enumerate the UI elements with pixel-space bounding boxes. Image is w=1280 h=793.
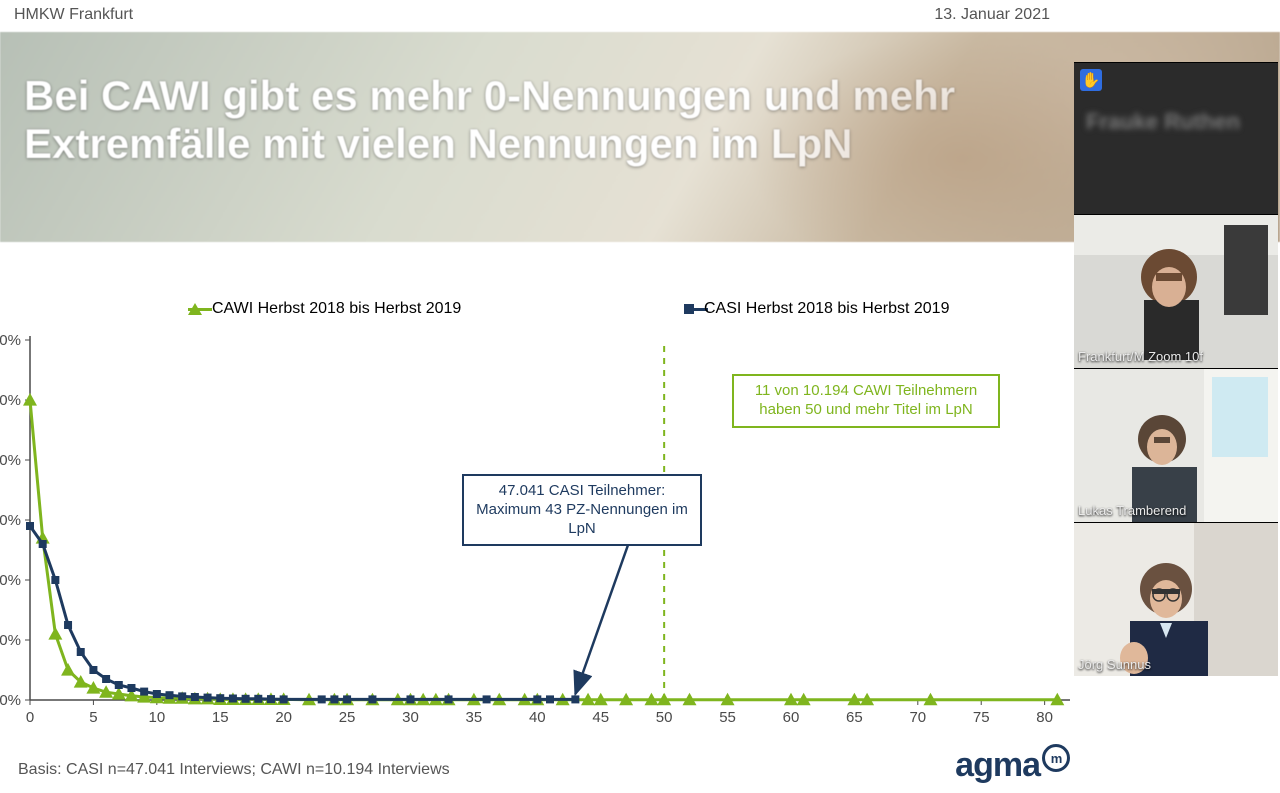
video-sidebar: ✋ Frauke Ruthen Frankfurt/M Zoom 10f [1074,62,1278,676]
svg-text:20%: 20% [0,572,21,589]
participant-video-thumb [1074,215,1278,368]
participant-name-hidden: Frauke Ruthen [1086,109,1240,135]
participant-video-thumb [1074,523,1278,676]
participant-tile[interactable]: Jörg Sunnus [1074,522,1278,676]
svg-text:0: 0 [26,709,34,726]
svg-text:80: 80 [1036,709,1053,726]
svg-text:40%: 40% [0,452,21,469]
annotation-cawi: 11 von 10.194 CAWI Teilnehmern haben 50 … [732,374,1000,428]
participant-name: Frankfurt/M Zoom 10f [1078,349,1203,364]
svg-text:55: 55 [719,709,736,726]
svg-text:30: 30 [402,709,419,726]
svg-text:50%: 50% [0,392,21,409]
svg-text:5: 5 [89,709,97,726]
svg-text:60%: 60% [0,332,21,349]
svg-text:65: 65 [846,709,863,726]
svg-text:10%: 10% [0,632,21,649]
participant-video-thumb [1074,369,1278,522]
annotation-casi: 47.041 CASI Teilnehmer:Maximum 43 PZ-Nen… [462,474,702,546]
participant-tile[interactable]: Lukas Tramberend [1074,368,1278,522]
svg-text:20: 20 [275,709,292,726]
svg-text:35: 35 [466,709,483,726]
svg-text:40: 40 [529,709,546,726]
raise-hand-icon: ✋ [1080,69,1102,91]
agma-logo: agmam [955,746,1070,785]
logo-mark-icon: m [1042,744,1070,772]
svg-text:70: 70 [909,709,926,726]
basis-note: Basis: CASI n=47.041 Interviews; CAWI n=… [18,761,450,779]
svg-text:0%: 0% [0,692,21,709]
participant-name: Jörg Sunnus [1078,657,1151,672]
svg-text:50: 50 [656,709,673,726]
svg-text:30%: 30% [0,512,21,529]
svg-text:15: 15 [212,709,229,726]
svg-text:10: 10 [148,709,165,726]
svg-text:25: 25 [339,709,356,726]
svg-text:75: 75 [973,709,990,726]
participant-tile[interactable]: ✋ Frauke Ruthen [1074,62,1278,214]
participant-name: Lukas Tramberend [1078,503,1186,518]
svg-text:60: 60 [783,709,800,726]
participant-tile[interactable]: Frankfurt/M Zoom 10f [1074,214,1278,368]
svg-text:45: 45 [592,709,609,726]
presentation-slide: HMKW Frankfurt 13. Januar 2021 Bei CAWI … [0,0,1280,793]
